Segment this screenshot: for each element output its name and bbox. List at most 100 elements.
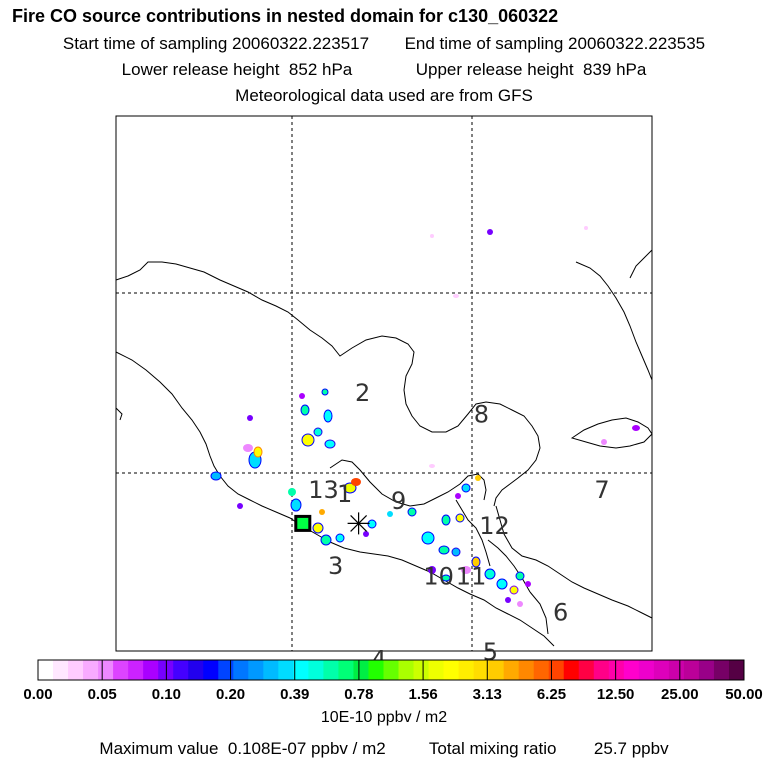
- colorbar-tick-label: 0.20: [216, 686, 245, 703]
- colorbar-tick-label: 1.56: [408, 686, 437, 703]
- cuba-coastline: [570, 417, 653, 449]
- region-number-9: 9: [391, 487, 406, 515]
- colorbar-cell: [638, 660, 655, 680]
- start-time-label: Start time of sampling 20060322.223517: [62, 34, 370, 53]
- sampling-times: Start time of sampling 20060322.223517 E…: [0, 34, 768, 54]
- florida-coastline: [575, 261, 653, 381]
- colorbar-cell: [98, 660, 114, 680]
- colorbar-cell: [413, 660, 430, 680]
- release-location-box: [294, 514, 312, 532]
- plot-title: Fire CO source contributions in nested d…: [12, 6, 559, 26]
- gulf-of-mexico-coastline: [115, 261, 541, 507]
- plume-cluster-central: [288, 388, 393, 546]
- colorbar-cell: [668, 660, 685, 680]
- region-number-2: 2: [355, 379, 370, 407]
- colorbar-cell: [653, 660, 670, 680]
- colorbar-cell: [173, 660, 189, 680]
- region-number-8: 8: [474, 401, 489, 429]
- country-border: [529, 591, 549, 635]
- colorbar-tick-label: 0.39: [280, 686, 309, 703]
- colorbar-cell: [713, 660, 730, 680]
- colorbar-cell: [383, 660, 400, 680]
- colorbar-labels: 0.00 0.05 0.10 0.20 0.39 0.78 1.56 3.13 6.25 12.5…: [23, 686, 762, 703]
- colorbar-tick-label: 50.00: [725, 686, 763, 703]
- colorbar-cell: [53, 660, 69, 680]
- country-border: [455, 499, 491, 567]
- region-number-7: 7: [594, 476, 609, 504]
- colorbar-cell: [218, 660, 234, 680]
- colorbar-cell: [593, 660, 610, 680]
- colorbar-cell: [143, 660, 159, 680]
- footer: Maximum value 0.108E-07 ppbv / m2 Total …: [0, 739, 768, 759]
- colorbar-cell: [233, 660, 249, 680]
- colorbar-cell: [338, 660, 354, 680]
- colorbar-units: 10E-10 ppbv / m2: [320, 709, 448, 726]
- total-mixing-label: Total mixing ratio: [428, 739, 557, 758]
- colorbar-cell: [443, 660, 460, 680]
- region-number-1: 1: [337, 480, 352, 508]
- colorbar-cell: [128, 660, 144, 680]
- plume-cluster-caribbean: [429, 226, 640, 468]
- region-number-13: 13: [308, 476, 339, 504]
- colorbar-cell: [353, 660, 369, 680]
- yucatan-coastline: [495, 505, 653, 619]
- region-number-6: 6: [553, 599, 568, 627]
- colorbar-cell: [728, 660, 745, 680]
- region-number-3: 3: [328, 552, 343, 580]
- marker-layer: [294, 512, 370, 535]
- met-data-label: Meteorological data used are from GFS: [235, 86, 533, 105]
- colorbar-cell: [308, 660, 324, 680]
- colorbar-tick-label: 0.10: [152, 686, 181, 703]
- colorbar-tick-label: 3.13: [473, 686, 502, 703]
- plume-cluster-southeast: [407, 475, 531, 607]
- florida-east-coast: [629, 249, 653, 279]
- colorbar-cell: [563, 660, 580, 680]
- colorbar-cell: [68, 660, 84, 680]
- colorbar-cells: [37, 659, 745, 681]
- colorbar-tick-label: 12.50: [597, 686, 635, 703]
- lower-height-label: Lower release height 852 hPa: [121, 60, 353, 79]
- total-mixing-value: 25.7 ppbv: [593, 739, 669, 758]
- colorbar-tick-label: 0.05: [88, 686, 117, 703]
- colorbar-cell: [203, 660, 219, 680]
- met-data-note: Meteorological data used are from GFS: [0, 86, 768, 106]
- colorbar-cell: [488, 660, 505, 680]
- colorbar-cell: [518, 660, 535, 680]
- colorbar-ticks: [37, 660, 745, 680]
- colorbar-cell: [428, 660, 445, 680]
- colorbar-cell: [533, 660, 550, 680]
- colorbar-tick-label: 25.00: [661, 686, 699, 703]
- release-heights: Lower release height 852 hPa Upper relea…: [0, 60, 768, 80]
- colorbar-cell: [188, 660, 204, 680]
- colorbar-cell: [398, 660, 415, 680]
- baja-coastline: [115, 407, 123, 421]
- colorbar-cell: [683, 660, 700, 680]
- colorbar-tick-label: 0.00: [23, 686, 52, 703]
- upper-height-label: Upper release height 839 hPa: [415, 60, 647, 79]
- colorbar-cell: [548, 660, 565, 680]
- sampling-location-marker: [347, 512, 370, 535]
- colorbar-cell: [608, 660, 625, 680]
- colorbar-cell: [263, 660, 279, 680]
- country-border: [487, 539, 531, 593]
- region-number-10: 10: [423, 563, 454, 591]
- colorbar-cell: [368, 660, 384, 680]
- plume-layer: [210, 226, 640, 607]
- colorbar-cell: [503, 660, 520, 680]
- colorbar-cell: [38, 660, 54, 680]
- colorbar-cell: [623, 660, 640, 680]
- colorbar-cell: [323, 660, 339, 680]
- region-number-12: 12: [479, 512, 510, 540]
- end-time-label: End time of sampling 20060322.223535: [404, 34, 706, 53]
- colorbar-cell: [83, 660, 99, 680]
- colorbar-cell: [473, 660, 490, 680]
- region-number-11: 11: [456, 563, 487, 591]
- colorbar-cell: [458, 660, 475, 680]
- colorbar-cell: [278, 660, 294, 680]
- region-number-5: 5: [483, 638, 498, 666]
- colorbar-cell: [698, 660, 715, 680]
- colorbar-cell: [578, 660, 595, 680]
